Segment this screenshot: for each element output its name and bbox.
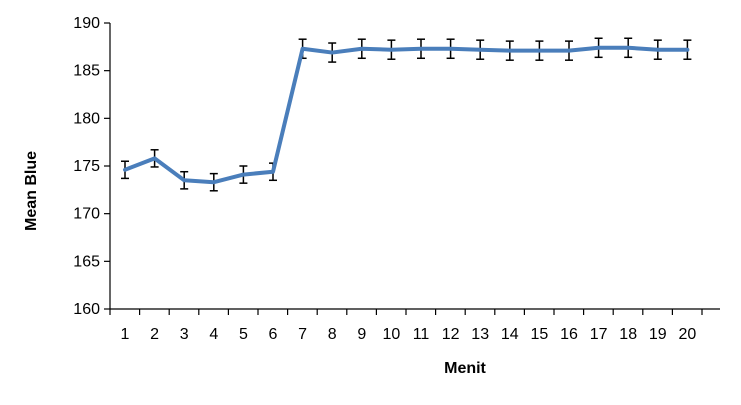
x-tick-label: 20	[679, 326, 697, 343]
x-tick-label: 5	[239, 326, 248, 343]
y-tick-label: 170	[73, 206, 100, 223]
x-tick-label: 12	[442, 326, 460, 343]
x-tick-label: 13	[471, 326, 489, 343]
y-tick-label: 180	[73, 110, 100, 127]
x-axis-ticks: 1 2 3 4 5 6 7 8 9 10 11 12 13 14 15 16 17 18 19 20	[109, 309, 703, 343]
x-tick-label: 1	[121, 326, 130, 343]
x-axis-title: Menit	[444, 360, 486, 377]
x-tick-label: 8	[328, 326, 337, 343]
x-tick-label: 19	[649, 326, 667, 343]
x-tick-label: 15	[531, 326, 549, 343]
y-tick-label: 185	[73, 63, 100, 80]
x-tick-label: 3	[180, 326, 189, 343]
x-tick-label: 18	[619, 326, 637, 343]
x-tick-label: 10	[383, 326, 401, 343]
x-tick-label: 2	[150, 326, 159, 343]
y-axis-ticks: 160 165 170 175 180 185 190	[73, 15, 110, 318]
series-line	[123, 45, 690, 185]
y-tick-label: 165	[73, 253, 100, 270]
y-tick-label: 190	[73, 15, 100, 32]
x-tick-label: 17	[590, 326, 608, 343]
x-tick-label: 7	[298, 326, 307, 343]
series-group	[121, 37, 692, 192]
x-tick-label: 16	[560, 326, 578, 343]
x-tick-label: 6	[269, 326, 278, 343]
x-tick-label: 11	[413, 326, 430, 343]
y-axis-title: Mean Blue	[23, 151, 40, 231]
axes	[109, 23, 720, 310]
y-tick-label: 160	[73, 301, 100, 318]
x-tick-label: 9	[357, 326, 366, 343]
x-tick-label: 14	[501, 326, 519, 343]
y-tick-label: 175	[73, 158, 100, 175]
x-tick-label: 4	[209, 326, 218, 343]
